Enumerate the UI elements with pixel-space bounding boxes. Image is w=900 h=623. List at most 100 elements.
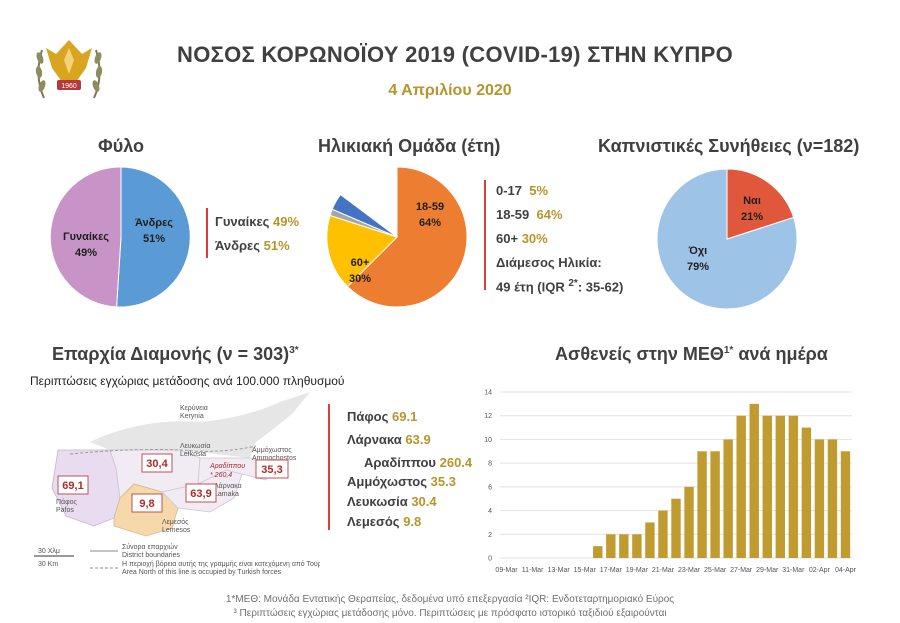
pie-label-women: Γυναίκες — [63, 231, 109, 243]
median-age-value: 49 έτη (IQR 2*: 35-62) — [496, 278, 624, 295]
icu-bar — [645, 522, 655, 558]
city-ammochostos-gr: Αμμόχωστος — [252, 446, 292, 454]
icu-bar-chart: 0 2 4 6 8 10 12 14 09-Mar 11-Mar 13-Mar 15-Mar 17-Ma… — [484, 390, 857, 575]
pie-label-60-plus: 60+ — [351, 257, 370, 269]
coat-of-arms-logo: 1960 — [30, 28, 108, 106]
district-title: Επαρχία Διαμονής (ν = 303)3* — [52, 344, 299, 364]
pie-value-no: 79% — [687, 261, 709, 273]
median-age-label: Διάμεσος Ηλικία: — [496, 255, 602, 270]
map-value-ammochostos: 35,3 — [261, 464, 282, 476]
y-tick-label: 14 — [484, 390, 492, 397]
age-legend-0-17: 0-17 5% — [496, 183, 549, 198]
icu-bar — [697, 451, 707, 558]
city-lefkosia-gr: Λευκωσία — [180, 442, 210, 450]
icu-bar — [840, 451, 851, 558]
pie-value-women: 49% — [75, 247, 97, 259]
age-pie-chart: 18-59 64% 60+ 30% — [326, 166, 468, 308]
icu-bar — [827, 439, 838, 558]
city-kyrenia-gr: Κερύνεια — [180, 404, 208, 412]
icu-bar — [775, 415, 785, 558]
x-tick-label: 15-Mar — [574, 567, 597, 574]
city-pafos-gr: Πάφος — [56, 498, 78, 506]
x-tick-label: 25-Mar — [704, 567, 727, 574]
icu-bar — [710, 451, 720, 558]
x-tick-label: 11-Mar — [522, 567, 544, 574]
district-legend-lefkosia: Λευκωσία 30.4 — [347, 494, 437, 509]
x-tick-label: 13-Mar — [548, 567, 571, 574]
x-tick-label: 21-Mar — [652, 567, 675, 574]
x-tick-label: 27-Mar — [730, 567, 753, 574]
x-tick-label: 23-Mar — [678, 567, 701, 574]
map-value-lemesos: 9,8 — [139, 498, 154, 510]
dove-emblem-icon: 1960 — [35, 40, 103, 99]
district-legend-aradippou: Αραδίππου 260.4 — [364, 455, 473, 470]
pie-value-18-59: 64% — [419, 217, 441, 229]
icu-bar — [632, 534, 642, 558]
city-lefkosia-en: Lefkosia — [180, 451, 206, 458]
pie-slice-men — [116, 166, 191, 308]
icu-bar — [801, 427, 812, 558]
icu-bar — [749, 403, 759, 558]
smoking-pie-chart: Ναι 21% Όχι 79% — [656, 168, 798, 310]
x-tick-label: 31-Mar — [782, 567, 805, 574]
district-legend-larnaka: Λάρνακα 63.9 — [347, 432, 431, 447]
age-legend-bar — [484, 180, 486, 290]
svg-text:1960: 1960 — [61, 83, 77, 90]
city-lemesos-en: Lemesos — [162, 527, 191, 534]
icu-bar — [723, 439, 733, 558]
icu-bar — [814, 439, 825, 558]
y-tick-label: 8 — [488, 461, 492, 468]
district-subtitle: Περιπτώσεις εγχώριας μετάδοσης ανά 100.0… — [30, 374, 345, 388]
pie-slice-women — [50, 166, 122, 308]
district-legend-pafos: Πάφος 69.1 — [347, 409, 418, 424]
y-tick-label: 4 — [488, 508, 492, 515]
smoking-title: Καπνιστικές Συνήθειες (ν=182) — [598, 136, 860, 156]
map-value-pafos: 69,1 — [62, 480, 83, 492]
icu-bar — [593, 546, 603, 558]
city-kyrenia-en: Kerynia — [180, 413, 204, 420]
x-tick-label: 02-Apr — [809, 567, 831, 574]
ammochostos-district — [197, 457, 271, 485]
city-pafos-en: Pafos — [56, 507, 74, 514]
pie-label-no: Όχι — [688, 245, 707, 257]
legend-boundary-en: District boundaries — [122, 552, 180, 559]
y-tick-label: 12 — [484, 413, 492, 420]
city-lemesos-gr: Λεμεσός — [162, 518, 189, 526]
gender-legend-women: Γυναίκες 49% — [215, 214, 300, 229]
gender-title: Φύλο — [98, 136, 145, 156]
age-title: Ηλικιακή Ομάδα (έτη) — [318, 136, 501, 156]
y-tick-label: 0 — [488, 556, 492, 563]
x-tick-label: 17-Mar — [600, 567, 623, 574]
pie-label-yes: Ναι — [743, 195, 761, 207]
gender-legend-men: Άνδρες 51% — [215, 238, 290, 253]
footnote-1: 1*ΜΕΘ: Μονάδα Εντατικής Θεραπείας, δεδομ… — [225, 594, 675, 605]
map-value-larnaka: 63,9 — [190, 488, 211, 500]
aradippou-name: Αραδίππου — [209, 462, 245, 470]
x-tick-label: 04-Apr — [835, 567, 857, 574]
district-legend-bar — [328, 404, 330, 530]
pie-label-18-59: 18-59 — [416, 201, 444, 213]
report-date: 4 Απριλίου 2020 — [388, 82, 512, 99]
icu-bar — [762, 415, 772, 558]
pie-value-yes: 21% — [741, 211, 763, 223]
legend-boundary-gr: Σύνορα επαρχιών — [122, 543, 178, 551]
scale-en: 30 Km — [38, 561, 58, 568]
icu-title: Ασθενείς στην ΜΕΘ1* ανά ημέρα — [555, 344, 828, 364]
x-tick-label: 09-Mar — [495, 567, 518, 574]
cyprus-district-map: Κερύνεια Kerynia Λευκωσία Lefkosia Αμμόχ… — [34, 392, 320, 576]
city-larnaka-gr: Λάρνακα — [214, 482, 242, 490]
pie-label-men: Άνδρες — [135, 217, 173, 229]
y-tick-label: 2 — [488, 532, 492, 539]
pie-value-men: 51% — [143, 233, 165, 245]
city-larnaka-en: Lamaka — [214, 491, 239, 498]
icu-bar — [684, 486, 694, 558]
green-line — [69, 445, 257, 455]
pie-slice-60-plus — [326, 214, 398, 288]
page-title: ΝΟΣΟΣ ΚΟΡΩΝΟΪΟΥ 2019 (COVID-19) ΣΤΗΝ ΚΥΠ… — [177, 42, 733, 67]
pie-value-60-plus: 30% — [349, 273, 371, 285]
pie-slice-yes — [726, 168, 795, 240]
pie-slice-0-17 — [331, 193, 398, 238]
age-legend-18-59: 18-59 64% — [496, 207, 563, 222]
icu-bar — [619, 534, 629, 558]
gender-pie-chart: Άνδρες 51% Γυναίκες 49% — [50, 166, 191, 308]
